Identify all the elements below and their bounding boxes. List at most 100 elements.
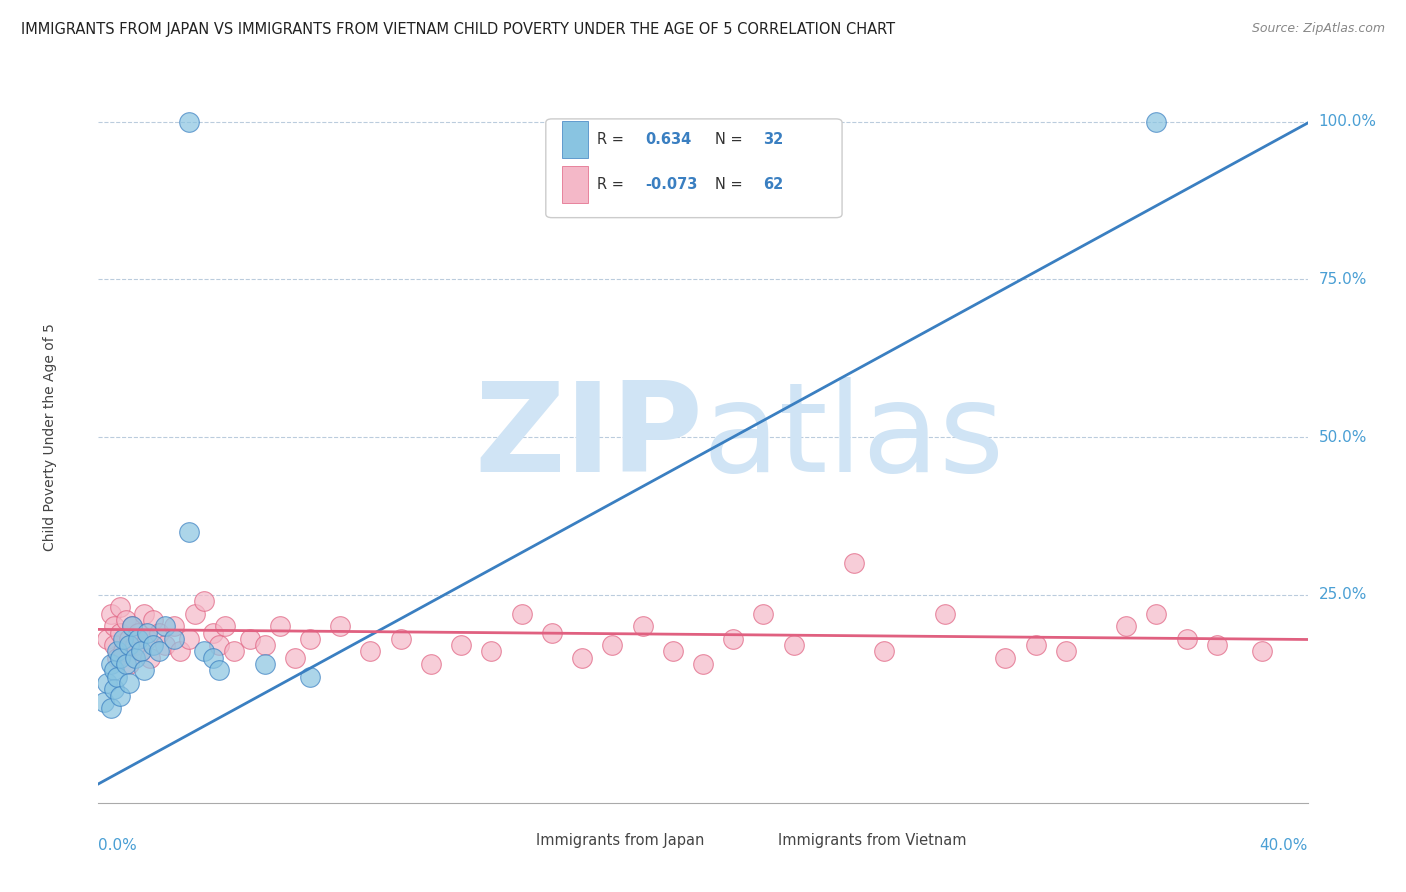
Point: [132, 607, 155, 621]
Point: [163, 619, 186, 633]
Text: Immigrants from Japan: Immigrants from Japan: [536, 833, 704, 848]
Text: atlas: atlas: [703, 376, 1005, 498]
Point: [661, 644, 683, 658]
Point: [299, 670, 322, 684]
Point: [1144, 607, 1167, 621]
Point: [142, 613, 165, 627]
Point: [121, 619, 143, 633]
Point: [129, 644, 152, 658]
Point: [127, 632, 149, 646]
Point: [253, 638, 276, 652]
Point: [1115, 619, 1137, 633]
FancyBboxPatch shape: [546, 119, 842, 218]
Point: [329, 619, 352, 633]
Text: R =: R =: [596, 178, 628, 193]
Point: [934, 607, 956, 621]
Text: N =: N =: [716, 178, 748, 193]
Point: [124, 638, 146, 652]
Point: [124, 650, 146, 665]
Point: [202, 650, 225, 665]
Point: [540, 625, 562, 640]
Point: [103, 664, 125, 678]
Point: [103, 682, 125, 697]
Text: 25.0%: 25.0%: [1319, 587, 1367, 602]
Text: ZIP: ZIP: [474, 376, 703, 498]
FancyBboxPatch shape: [561, 121, 588, 158]
Point: [602, 638, 624, 652]
Point: [114, 657, 136, 671]
Point: [105, 650, 128, 665]
Point: [114, 613, 136, 627]
Point: [360, 644, 382, 658]
Point: [111, 632, 134, 646]
Point: [208, 638, 231, 652]
Point: [224, 644, 246, 658]
Point: [148, 644, 170, 658]
Point: [163, 632, 186, 646]
Point: [100, 607, 122, 621]
Text: -0.073: -0.073: [645, 178, 697, 193]
Text: 100.0%: 100.0%: [1319, 114, 1376, 129]
Point: [142, 638, 165, 652]
Point: [208, 664, 231, 678]
Point: [184, 607, 207, 621]
Point: [148, 625, 170, 640]
Point: [481, 644, 503, 658]
Text: 32: 32: [763, 132, 783, 147]
Point: [93, 695, 115, 709]
Point: [239, 632, 262, 646]
FancyBboxPatch shape: [561, 167, 588, 203]
Point: [105, 644, 128, 658]
Point: [1206, 638, 1229, 652]
Point: [994, 650, 1017, 665]
Point: [1054, 644, 1077, 658]
Text: N =: N =: [716, 132, 748, 147]
Point: [1175, 632, 1198, 646]
Point: [202, 625, 225, 640]
Point: [108, 600, 131, 615]
Text: Source: ZipAtlas.com: Source: ZipAtlas.com: [1251, 22, 1385, 36]
Point: [193, 594, 215, 608]
Point: [1251, 644, 1274, 658]
Text: 75.0%: 75.0%: [1319, 272, 1367, 287]
Point: [153, 638, 176, 652]
Point: [1024, 638, 1046, 652]
Point: [844, 556, 866, 570]
Point: [103, 638, 125, 652]
Point: [118, 638, 141, 652]
Text: 0.0%: 0.0%: [98, 838, 138, 853]
Point: [121, 619, 143, 633]
Point: [510, 607, 533, 621]
Point: [96, 632, 118, 646]
Text: 50.0%: 50.0%: [1319, 430, 1367, 444]
Point: [1144, 115, 1167, 129]
Point: [127, 625, 149, 640]
Point: [118, 676, 141, 690]
Text: R =: R =: [596, 132, 628, 147]
Point: [692, 657, 714, 671]
Point: [214, 619, 236, 633]
Point: [299, 632, 322, 646]
Point: [111, 644, 134, 658]
Point: [169, 644, 191, 658]
Point: [132, 664, 155, 678]
Point: [103, 619, 125, 633]
Text: IMMIGRANTS FROM JAPAN VS IMMIGRANTS FROM VIETNAM CHILD POVERTY UNDER THE AGE OF : IMMIGRANTS FROM JAPAN VS IMMIGRANTS FROM…: [21, 22, 896, 37]
Point: [108, 689, 131, 703]
Point: [179, 115, 201, 129]
Point: [752, 607, 775, 621]
Text: 62: 62: [763, 178, 783, 193]
Point: [269, 619, 291, 633]
Point: [129, 644, 152, 658]
Point: [118, 657, 141, 671]
Point: [389, 632, 412, 646]
Point: [96, 676, 118, 690]
Point: [873, 644, 896, 658]
Point: [108, 625, 131, 640]
Text: Child Poverty Under the Age of 5: Child Poverty Under the Age of 5: [44, 323, 58, 551]
Text: Immigrants from Vietnam: Immigrants from Vietnam: [778, 833, 966, 848]
Point: [118, 632, 141, 646]
Point: [253, 657, 276, 671]
Point: [631, 619, 654, 633]
Point: [153, 619, 176, 633]
